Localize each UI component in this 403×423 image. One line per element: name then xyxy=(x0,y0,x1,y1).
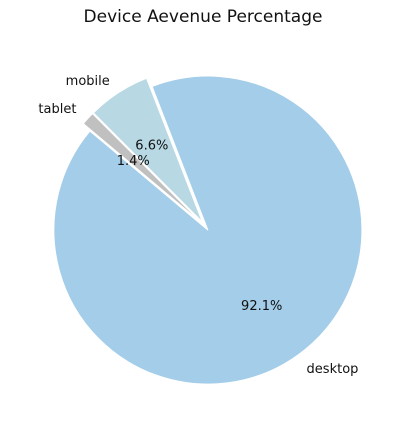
pie-slice-desktop xyxy=(53,75,363,385)
slice-label-mobile: mobile xyxy=(66,74,110,89)
pie-slice-mobile xyxy=(92,77,203,223)
slice-label-desktop: desktop xyxy=(307,362,359,377)
slice-percent-desktop: 92.1% xyxy=(241,299,282,314)
slice-percent-tablet: 1.4% xyxy=(117,154,150,169)
slice-percent-mobile: 6.6% xyxy=(135,138,168,153)
slice-label-tablet: tablet xyxy=(38,102,76,117)
pie-slices xyxy=(53,75,363,385)
chart-title: Device Aevenue Percentage xyxy=(84,7,323,27)
pie-labels: desktop 92.1% mobile 6.6% tablet 1.4% xyxy=(38,74,358,377)
pie-slice-tablet xyxy=(82,112,202,224)
